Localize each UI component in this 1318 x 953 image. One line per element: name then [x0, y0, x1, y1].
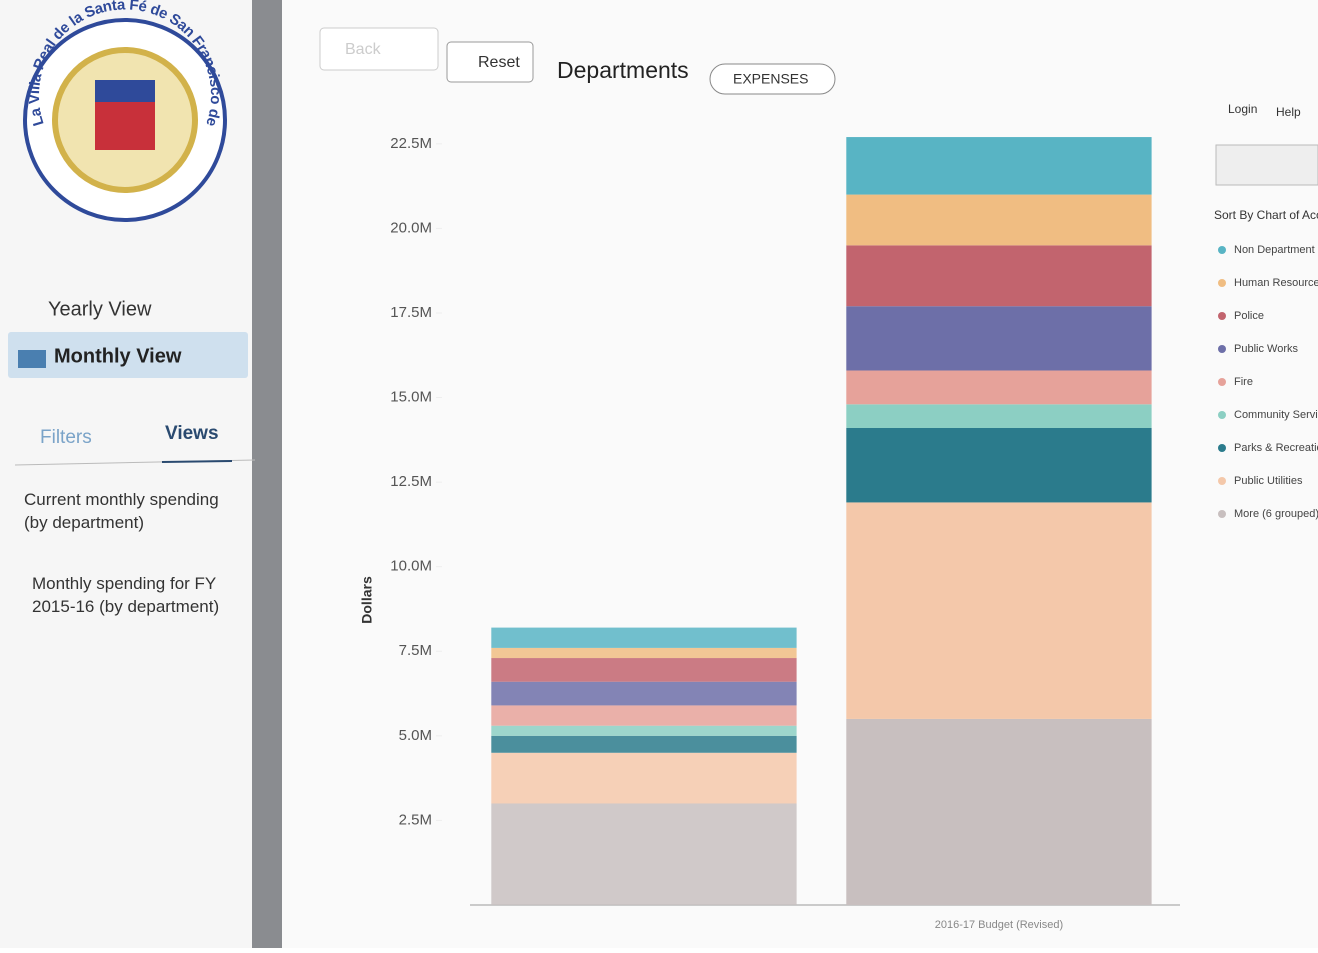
sidebar-item[interactable]: Current monthly spending (by department) — [24, 488, 244, 534]
tab-views[interactable]: Views — [165, 423, 219, 444]
bar-segment — [491, 804, 796, 905]
legend-label: Police — [1234, 310, 1264, 322]
bar-segment — [846, 502, 1151, 719]
bar-segment — [846, 404, 1151, 428]
legend-label: Human Resources — [1234, 277, 1318, 289]
legend-swatch — [1218, 477, 1226, 485]
legend-label: More (6 grouped) — [1234, 508, 1318, 520]
legend-label: Public Works — [1234, 343, 1298, 355]
legend-swatch — [1218, 411, 1226, 419]
screen: La Villa Real de la Santa Fé de San Fran… — [0, 0, 1318, 948]
legend-label: Fire — [1234, 376, 1253, 388]
logo-shield-top — [95, 80, 155, 102]
x-tick-label: 2016-17 Budget (Revised) — [935, 919, 1063, 931]
bar-segment — [846, 370, 1151, 404]
monthly-icon — [18, 350, 46, 368]
legend-swatch — [1218, 312, 1226, 320]
y-tick-label: 15.0M — [390, 389, 432, 406]
item-2-box: Monthly spending for FY 2015-16 (by depa… — [32, 572, 262, 632]
tab-filters[interactable]: Filters — [40, 427, 92, 448]
legend-label: Non Department — [1234, 244, 1315, 256]
filter-label[interactable]: EXPENSES — [733, 71, 808, 87]
legend-swatch — [1218, 345, 1226, 353]
bar-segment — [491, 648, 796, 658]
bar-segment — [846, 306, 1151, 370]
item-1-box: Current monthly spending (by department) — [24, 488, 244, 568]
sidebar-item[interactable]: Monthly spending for FY 2015-16 (by depa… — [32, 572, 262, 618]
legend-swatch — [1218, 246, 1226, 254]
yearly-view[interactable]: Yearly View — [48, 298, 152, 320]
sidebar-border — [252, 0, 282, 948]
legend-swatch — [1218, 279, 1226, 287]
back-label[interactable]: Back — [345, 41, 382, 58]
bar-segment — [491, 705, 796, 725]
y-tick-label: 2.5M — [399, 811, 432, 828]
help[interactable]: Help — [1276, 105, 1301, 119]
bar-segment — [846, 195, 1151, 246]
page-title: Departments — [557, 57, 689, 83]
sort-label[interactable]: Sort By Chart of Acc — [1214, 208, 1318, 222]
y-tick-label: 12.5M — [390, 473, 432, 490]
legend-swatch — [1218, 378, 1226, 386]
page: La Villa Real de la Santa Fé de San Fran… — [0, 0, 1318, 953]
y-tick-label: 5.0M — [399, 727, 432, 744]
bar-segment — [846, 719, 1151, 905]
bar-segment — [491, 682, 796, 706]
tab-indicator — [162, 461, 232, 462]
login[interactable]: Login — [1228, 102, 1257, 116]
bar-segment — [491, 628, 796, 648]
bar-segment — [491, 726, 796, 736]
y-axis-label: Dollars — [359, 576, 375, 624]
legend-swatch — [1218, 510, 1226, 518]
y-tick-label: 7.5M — [399, 642, 432, 659]
bar-segment — [846, 428, 1151, 502]
legend-label: Parks & Recreation — [1234, 442, 1318, 454]
y-tick-label: 20.0M — [390, 219, 432, 236]
bar-segment — [846, 245, 1151, 306]
legend-swatch — [1218, 444, 1226, 452]
bar-segment — [846, 137, 1151, 195]
bar-segment — [491, 753, 796, 804]
y-tick-label: 10.0M — [390, 558, 432, 575]
legend-label: Community Services — [1234, 409, 1318, 421]
bar-segment — [491, 736, 796, 753]
reset-label[interactable]: Reset — [478, 54, 520, 71]
legend-label: Public Utilities — [1234, 475, 1303, 487]
chart-type-switch[interactable] — [1216, 145, 1318, 185]
y-tick-label: 22.5M — [390, 135, 432, 152]
bar-segment — [491, 658, 796, 682]
monthly-view[interactable]: Monthly View — [54, 345, 182, 367]
y-tick-label: 17.5M — [390, 304, 432, 321]
